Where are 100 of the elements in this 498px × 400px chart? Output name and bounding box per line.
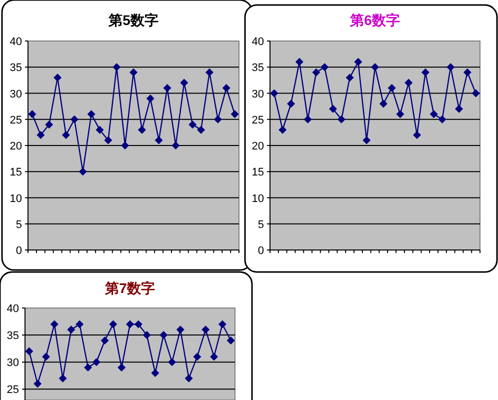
y-tick-label: 25 (10, 114, 22, 126)
point (404, 78, 413, 87)
point (67, 326, 76, 334)
point (230, 110, 239, 118)
y-tick-label: 40 (252, 36, 264, 48)
point (151, 368, 160, 377)
point (329, 104, 337, 113)
point (109, 320, 118, 328)
y-tick-label: 25 (6, 384, 19, 396)
y-tick-label: 35 (252, 62, 264, 74)
point (130, 68, 138, 76)
y-tick-label: 40 (10, 36, 22, 48)
point (226, 336, 235, 344)
point (371, 63, 379, 72)
point (58, 374, 67, 382)
point (76, 320, 84, 328)
point (172, 142, 180, 150)
point (295, 58, 304, 66)
y-tick-label: 30 (252, 88, 264, 100)
point (25, 347, 34, 356)
chart-title: 第5数字 (108, 12, 158, 28)
point (202, 326, 210, 334)
y-tick-label: 15 (10, 166, 22, 179)
point (362, 136, 371, 144)
point (54, 74, 62, 82)
y-tick-label: 25 (252, 114, 264, 126)
point (337, 115, 346, 124)
point (154, 136, 163, 144)
point (222, 84, 230, 92)
y-tick-label: 35 (6, 330, 19, 342)
point (163, 84, 172, 92)
point (36, 131, 45, 140)
point (396, 110, 404, 118)
point (62, 131, 70, 140)
point (96, 126, 104, 134)
chart-title: 第6数字 (349, 12, 400, 28)
point (188, 120, 197, 129)
point (168, 358, 176, 366)
point (210, 352, 218, 361)
point (312, 68, 320, 76)
point (70, 115, 78, 124)
point (50, 320, 58, 328)
point (142, 331, 151, 340)
y-tick-label: 5 (16, 218, 22, 231)
point (100, 336, 109, 344)
y-tick-label: 5 (258, 218, 264, 231)
point (92, 358, 100, 366)
point (160, 331, 168, 340)
y-tick-label: 30 (6, 357, 19, 370)
point (87, 110, 96, 118)
point (463, 68, 472, 76)
point (472, 89, 480, 98)
y-tick-label: 20 (10, 140, 22, 152)
point (138, 126, 146, 134)
point (430, 110, 438, 118)
point (388, 84, 396, 92)
point (214, 115, 222, 124)
point (84, 364, 92, 372)
point (379, 100, 388, 108)
point (413, 131, 421, 140)
point (278, 126, 287, 134)
chart-title: 第7数字 (104, 280, 155, 296)
y-tick-label: 30 (10, 88, 22, 100)
point (193, 352, 202, 361)
y-tick-label: 0 (16, 245, 22, 257)
y-tick-label: 40 (6, 303, 19, 315)
y-tick-label: 0 (258, 245, 264, 257)
point (354, 58, 362, 66)
y-tick-label: 10 (252, 192, 264, 205)
point (45, 120, 54, 129)
y-tick-label: 10 (10, 192, 22, 205)
point (270, 89, 278, 98)
point (134, 320, 142, 328)
point (112, 63, 121, 72)
point (446, 63, 455, 72)
point (121, 142, 130, 150)
point (287, 100, 295, 108)
point (34, 380, 42, 388)
point (28, 110, 36, 118)
point (205, 68, 214, 76)
y-tick-label: 15 (252, 166, 264, 179)
point (346, 74, 354, 82)
point (320, 63, 329, 72)
point (42, 352, 50, 361)
point (104, 136, 112, 144)
point (126, 320, 134, 328)
point (118, 364, 126, 372)
point (78, 168, 87, 176)
point (455, 104, 463, 113)
point (184, 374, 193, 382)
point (421, 68, 430, 76)
point (197, 126, 206, 134)
point (180, 78, 188, 87)
point (438, 115, 446, 124)
point (304, 115, 312, 124)
point (176, 326, 184, 334)
point (218, 320, 226, 328)
y-tick-label: 35 (10, 62, 22, 74)
y-tick-label: 20 (252, 140, 264, 152)
point (146, 94, 154, 102)
